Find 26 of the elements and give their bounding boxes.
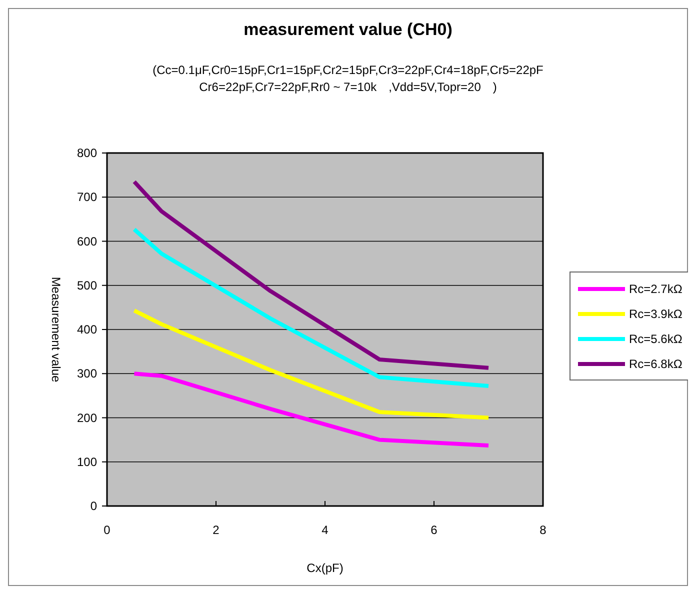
y-tick-label: 100 [76,454,98,469]
x-tick-label: 2 [212,523,220,537]
y-tick-label: 800 [76,146,98,160]
legend-label: Rc=3.9kΩ [629,307,682,321]
x-axis-title: Cx(pF) [306,561,344,575]
y-tick-label: 700 [76,190,98,204]
y-tick-label: 600 [76,234,98,248]
x-tick-label: 6 [430,523,438,537]
y-tick-label: 500 [76,278,98,292]
y-tick-label: 300 [76,366,98,381]
x-tick-label: 4 [322,523,329,537]
line-series [132,180,490,370]
y-tick-label: 400 [76,322,98,336]
legend-label: Rc=5.6kΩ [629,332,682,346]
legend-label: Rc=2.7kΩ [629,282,682,296]
legend-label: Rc=6.8kΩ [629,357,682,371]
x-tick-label: 8 [540,523,547,537]
line-series [132,227,490,388]
line-series [132,308,490,420]
chart-subtitle: (Cc=0.1μF,Cr0=15pF,Cr1=15pF,Cr2=15pF,Cr3=22pF,Cr4=18pF,Cr5=22pF Cr6=22pF,Cr7=22pF,Rr0 ~ 7=10k ,Vdd=5V,Topr=20 ) [152,63,544,94]
line-series [132,372,490,448]
chart-title: measurement value (CH0) [244,20,452,39]
y-tick-label: 200 [76,410,98,425]
y-axis-title: Measurement value [49,276,63,383]
y-tick-label: 0 [90,499,98,513]
x-tick-label: 0 [104,523,111,537]
